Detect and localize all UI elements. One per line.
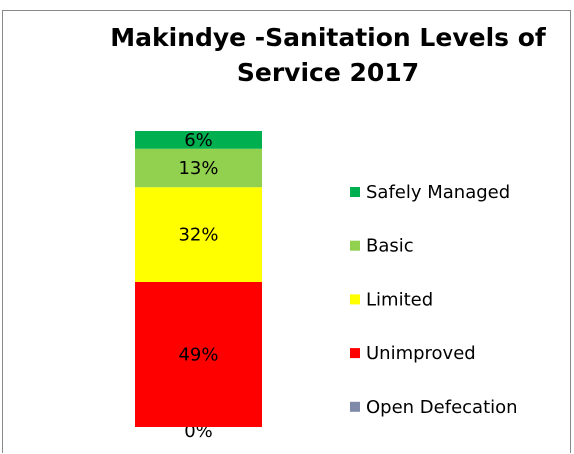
legend-swatch	[350, 294, 360, 305]
data-label: 32%	[178, 225, 218, 246]
bar-segment	[135, 281, 262, 427]
legend-swatch	[350, 401, 360, 412]
bar-segment	[135, 187, 262, 282]
legend-label: Safely Managed	[366, 182, 510, 203]
data-label: 6%	[184, 130, 213, 151]
chart-title: Makindye -Sanitation Levels of Service 2…	[110, 23, 546, 87]
legend-label: Basic	[366, 236, 414, 257]
data-label: 49%	[178, 344, 218, 365]
legend-label: Open Defecation	[366, 397, 518, 418]
chart-frame	[2, 10, 571, 453]
bar-segment	[135, 148, 262, 188]
legend-swatch	[350, 240, 360, 251]
legend-swatch	[350, 187, 360, 197]
legend-label: Limited	[366, 289, 433, 310]
legend-label: Unimproved	[366, 343, 476, 364]
bar-segment	[135, 131, 262, 149]
legend-swatch	[350, 348, 360, 359]
data-label: 13%	[178, 158, 218, 179]
